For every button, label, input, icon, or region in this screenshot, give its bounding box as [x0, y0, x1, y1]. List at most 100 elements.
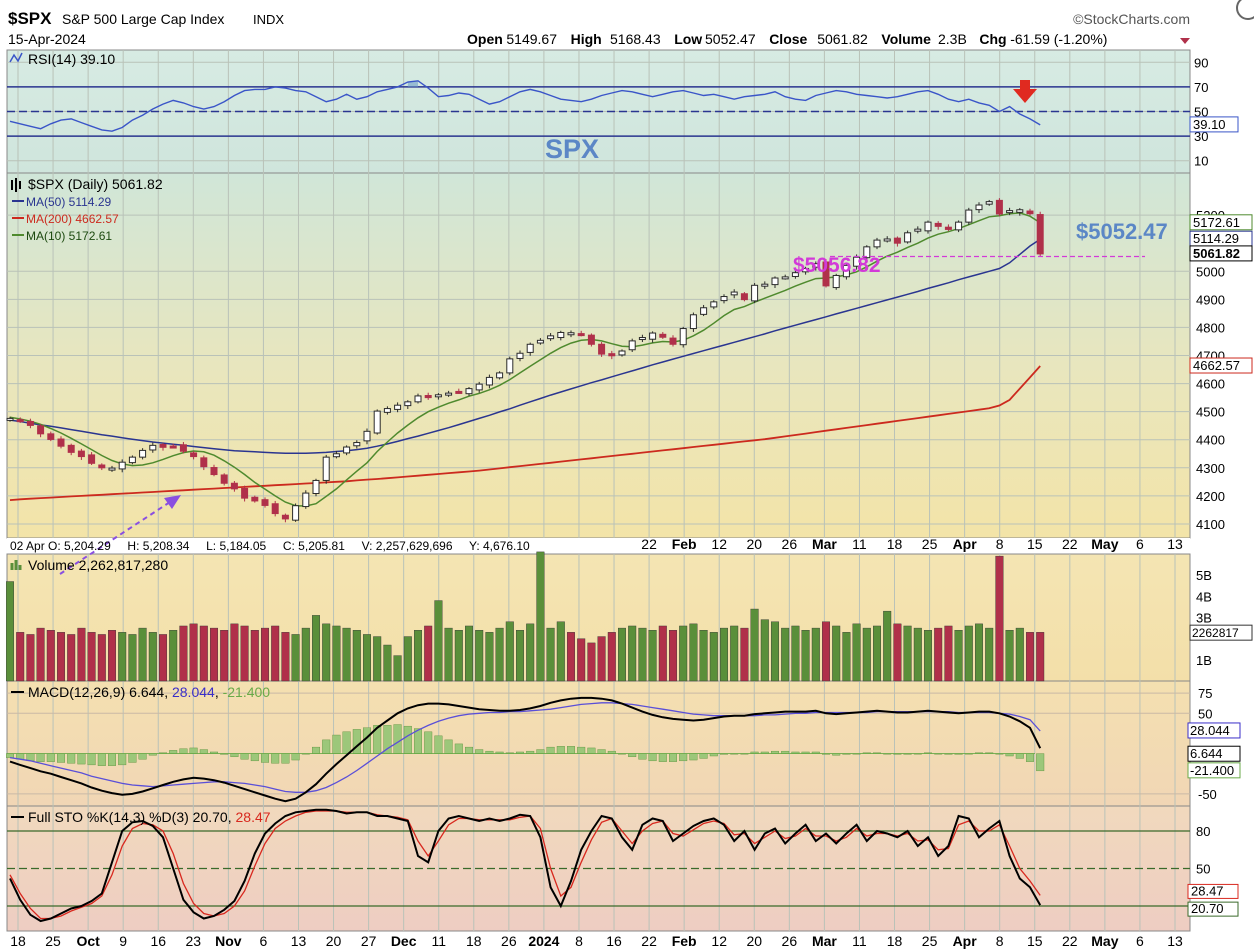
macd-histogram-bar	[679, 753, 688, 762]
volume-bar	[179, 625, 188, 682]
candle-body	[67, 444, 75, 453]
ma50-legend: MA(50) 5114.29	[26, 195, 111, 209]
macd-histogram-bar	[46, 753, 55, 762]
volume-tick-label: 3B	[1196, 611, 1212, 626]
macd-histogram-bar	[587, 747, 596, 754]
macd-value-box	[1187, 722, 1241, 739]
candle-body	[526, 343, 534, 353]
volume-bar	[628, 625, 637, 682]
date-tick-label: Oct	[76, 933, 100, 949]
sto-d-line	[9, 810, 1041, 920]
volume-bar	[301, 627, 310, 682]
candle-body	[1036, 214, 1044, 255]
volume-bar	[883, 610, 892, 682]
candle-body	[230, 482, 238, 490]
date-tick-label: 18	[466, 933, 482, 949]
candle-body	[271, 503, 279, 515]
price-tick-label: 4900	[1196, 292, 1225, 307]
date-tick-label: 18	[887, 933, 903, 949]
ohlc-value: 5168.43	[610, 31, 661, 47]
volume-bar	[67, 634, 76, 682]
spx-watermark: SPX	[545, 134, 599, 164]
candle-body	[689, 314, 697, 330]
price-value-label: 5172.61	[1193, 215, 1240, 230]
volume-bar	[107, 630, 116, 682]
candle-body	[394, 404, 402, 410]
candle-body	[149, 444, 157, 451]
candle-body	[567, 332, 575, 336]
volume-bar	[383, 644, 392, 682]
volume-bar	[5, 581, 14, 682]
volume-bar	[709, 632, 718, 682]
date-tick-label: 18	[887, 536, 903, 552]
macd-histogram-bar	[444, 739, 453, 754]
price-tick-label: 4300	[1196, 461, 1225, 476]
date-tick-label: 13	[1167, 536, 1183, 552]
candle-body	[720, 296, 728, 302]
volume-bar	[250, 630, 259, 682]
macd-histogram-bar	[97, 753, 106, 766]
volume-bar	[699, 630, 708, 682]
candle-body	[353, 442, 361, 447]
macd-histogram-bar	[669, 753, 678, 762]
candle-body	[322, 456, 330, 481]
volume-bar	[424, 625, 433, 682]
ohlc-readout: 02 Apr O: 5,204.29 H: 5,208.34 L: 5,184.…	[10, 539, 530, 553]
macd-histogram-bar	[240, 753, 249, 760]
candle-body	[57, 438, 65, 447]
volume-bar	[1036, 632, 1045, 682]
macd-histogram-bar	[597, 749, 606, 754]
volume-bar	[332, 625, 341, 682]
date-tick-label: 22	[641, 933, 657, 949]
candle-body	[465, 388, 473, 395]
candle-body	[710, 301, 718, 308]
volume-bar	[985, 627, 994, 682]
volume-tick-label: 1B	[1196, 653, 1212, 668]
macd-histogram-bar	[199, 749, 208, 754]
macd-histogram-bar	[36, 753, 45, 762]
volume-bar	[924, 630, 933, 682]
candle-body	[587, 334, 595, 345]
volume-bar	[526, 623, 535, 682]
volume-bar	[975, 623, 984, 682]
ohlc-label: Low	[674, 31, 702, 47]
volume-bar	[862, 627, 871, 682]
volume-bar	[587, 642, 596, 682]
ma200-line	[9, 365, 1041, 501]
macd-histogram-bar	[342, 731, 351, 754]
macd-histogram-bar	[57, 753, 66, 763]
macd-histogram-bar	[67, 753, 76, 764]
volume-bar	[465, 625, 474, 682]
candle-body	[302, 492, 310, 508]
macd-histogram-bar	[138, 753, 147, 760]
candle-body	[679, 328, 687, 346]
rsi-legend-icon	[9, 52, 23, 63]
ohlc-label: High	[571, 31, 602, 47]
price-tick-label: 4400	[1196, 433, 1225, 448]
close-icon[interactable]	[1236, 0, 1254, 20]
macd-histogram-bar	[87, 753, 96, 766]
candle-body	[414, 395, 422, 403]
date-tick-label: 22	[1062, 536, 1078, 552]
candle-body	[965, 209, 973, 223]
candle-body	[791, 272, 799, 277]
candle-body	[893, 237, 901, 244]
support-label: $5052.47	[1076, 219, 1168, 244]
rsi-value-label: 39.10	[1193, 117, 1226, 132]
volume-bar	[577, 638, 586, 682]
sto-value-box	[1187, 883, 1239, 899]
volume-bar	[597, 636, 606, 682]
candle-body	[1026, 210, 1034, 215]
volume-bar	[261, 627, 270, 682]
volume-bar	[903, 625, 912, 682]
volume-bar	[750, 608, 759, 682]
volume-bar	[271, 625, 280, 682]
macd-histogram-bar	[638, 753, 647, 760]
date-tick-label: 13	[1167, 933, 1183, 949]
volume-bar	[26, 634, 35, 682]
ohlc-label: Volume	[881, 31, 931, 47]
candle-body	[812, 263, 820, 268]
volume-bar	[618, 627, 627, 682]
price-value-box	[1189, 245, 1253, 262]
